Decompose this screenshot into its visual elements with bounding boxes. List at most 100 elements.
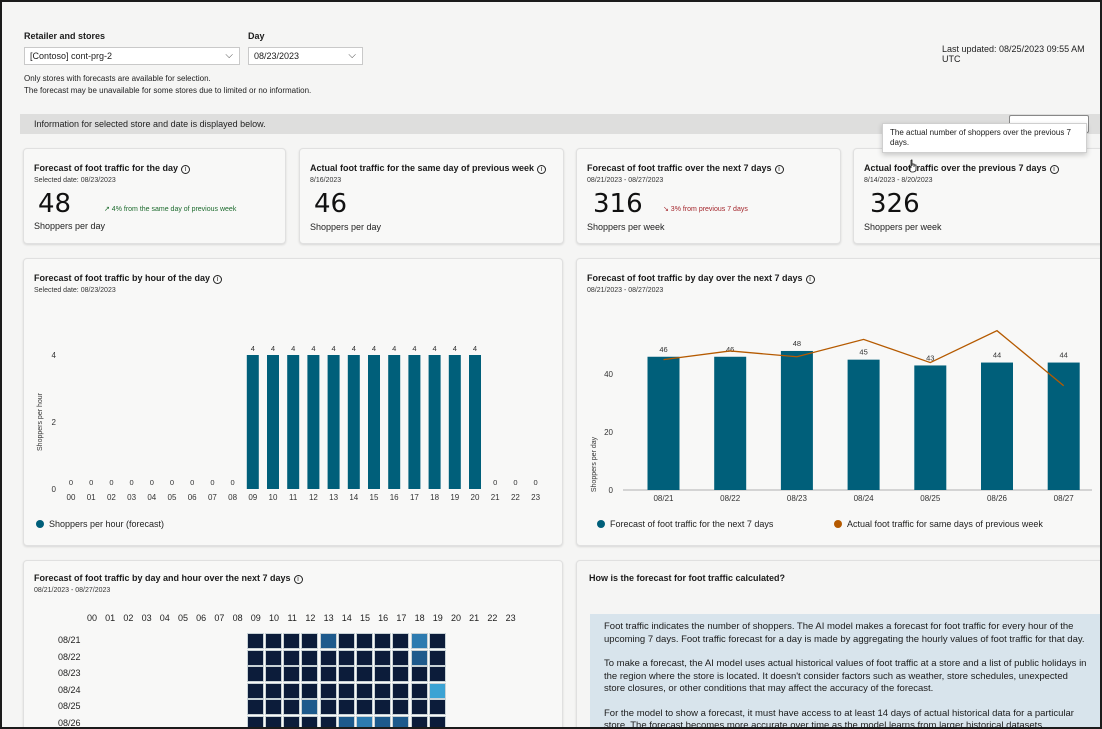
heatmap-cell[interactable] [319, 666, 337, 682]
heatmap-cell[interactable] [356, 699, 373, 715]
heatmap-cell[interactable] [319, 633, 337, 649]
y-tick-label: 0 [609, 486, 614, 495]
heatmap-cell[interactable] [319, 682, 337, 699]
heatmap-cell[interactable] [301, 715, 319, 727]
heatmap-cell[interactable] [356, 633, 373, 649]
heatmap-day-label: 08/25 [58, 701, 81, 711]
heatmap-cell[interactable] [283, 699, 301, 715]
heatmap-cell[interactable] [246, 682, 264, 699]
x-tick-label: 01 [87, 493, 96, 502]
bar [388, 355, 401, 489]
day-dropdown-value: 08/23/2023 [254, 51, 300, 61]
heatmap-cell[interactable] [356, 649, 373, 666]
heatmap-hour-label: 02 [123, 613, 134, 623]
heatmap-cell[interactable] [392, 666, 410, 682]
info-icon[interactable]: i [213, 275, 223, 284]
heatmap-cell[interactable] [265, 649, 282, 666]
store-availability-note: Only stores with forecasts are available… [24, 74, 211, 83]
heatmap-cell[interactable] [374, 633, 392, 649]
heatmap-cell[interactable] [428, 649, 446, 666]
heatmap-cell[interactable] [265, 666, 282, 682]
retailer-dropdown[interactable]: [Contoso] cont-prg-2 ⌵ [24, 47, 240, 65]
heatmap-cell[interactable] [428, 699, 446, 715]
heatmap-cell[interactable] [265, 633, 282, 649]
heatmap-cell[interactable] [410, 699, 428, 715]
heatmap-cell[interactable] [374, 666, 392, 682]
heatmap-hour-label: 06 [196, 613, 207, 623]
heatmap-cell[interactable] [246, 715, 264, 727]
heatmap-cell[interactable] [319, 699, 337, 715]
heatmap-cell[interactable] [374, 682, 392, 699]
heatmap-cell[interactable] [337, 633, 355, 649]
heatmap-cell[interactable] [410, 682, 428, 699]
heatmap-cell[interactable] [374, 715, 392, 727]
bar [1047, 362, 1080, 490]
heatmap-cell[interactable] [410, 715, 428, 727]
heatmap-cell[interactable] [301, 649, 319, 666]
heatmap-cell[interactable] [265, 699, 282, 715]
x-tick-label: 08/21 [653, 494, 674, 503]
info-icon[interactable]: i [293, 575, 303, 584]
heatmap-cell[interactable] [301, 633, 319, 649]
heatmap-cell[interactable] [301, 682, 319, 699]
heatmap-cell[interactable] [246, 699, 264, 715]
info-icon[interactable]: i [1049, 165, 1059, 174]
heatmap-cell[interactable] [337, 699, 355, 715]
kpi-title: Actual foot traffic for the same day of … [310, 163, 547, 174]
heatmap-cell[interactable] [428, 633, 446, 649]
heatmap-cell[interactable] [283, 666, 301, 682]
heatmap-cell[interactable] [356, 682, 373, 699]
heatmap-cell[interactable] [410, 649, 428, 666]
heatmap-cell[interactable] [246, 649, 264, 666]
heatmap-cell[interactable] [301, 699, 319, 715]
day-dropdown[interactable]: 08/23/2023 ⌵ [248, 47, 363, 65]
heatmap-cell[interactable] [265, 682, 282, 699]
heatmap-cell[interactable] [410, 666, 428, 682]
heatmap-cell[interactable] [428, 666, 446, 682]
data-label: 4 [271, 344, 275, 353]
heatmap-cell[interactable] [356, 666, 373, 682]
heatmap-cell[interactable] [392, 715, 410, 727]
data-label: 4 [473, 344, 477, 353]
heatmap-cell[interactable] [374, 699, 392, 715]
heatmap-cell[interactable] [337, 715, 355, 727]
bar [780, 350, 813, 490]
info-icon[interactable]: i [805, 275, 815, 284]
heatmap-cell[interactable] [392, 682, 410, 699]
bar [307, 355, 320, 489]
heatmap-cell[interactable] [301, 666, 319, 682]
heatmap-cell[interactable] [319, 649, 337, 666]
heatmap-cell[interactable] [392, 633, 410, 649]
heatmap-cell[interactable] [319, 715, 337, 727]
heatmap-cell[interactable] [283, 633, 301, 649]
x-tick-label: 00 [67, 493, 76, 502]
y-axis-label: Shoppers per hour [37, 392, 44, 451]
heatmap-cell[interactable] [356, 715, 373, 727]
heatmap-cell[interactable] [428, 715, 446, 727]
heatmap-cell[interactable] [337, 666, 355, 682]
heatmap-cell[interactable] [337, 649, 355, 666]
daily-combo-chart: 0 20 40 Shoppers per day 46 08/21 46 08/22 48 08/… [591, 329, 1092, 503]
heatmap-cell[interactable] [283, 682, 301, 699]
heatmap-cell[interactable] [410, 633, 428, 649]
heatmap-cell[interactable] [246, 633, 264, 649]
heatmap-cell[interactable] [392, 699, 410, 715]
x-tick-label: 08/23 [787, 494, 808, 503]
heatmap-cell[interactable] [392, 649, 410, 666]
heatmap-cell[interactable] [428, 682, 446, 699]
info-icon[interactable]: i [537, 165, 547, 174]
data-label: 4 [392, 344, 396, 353]
heatmap-hour-label: 04 [159, 613, 170, 623]
heatmap-cell[interactable] [265, 715, 282, 727]
kpi-card-forecast-day: Forecast of foot traffic for the day i Se… [23, 148, 286, 244]
kpi-change: ↘ 3% from previous 7 days [663, 206, 748, 213]
info-icon[interactable]: i [181, 165, 191, 174]
heatmap-cell[interactable] [246, 666, 264, 682]
heatmap-cell[interactable] [283, 715, 301, 727]
heatmap-cell[interactable] [374, 649, 392, 666]
heatmap-cell[interactable] [337, 682, 355, 699]
info-tooltip: The actual number of shoppers over the p… [882, 123, 1087, 153]
info-icon[interactable]: i [774, 165, 784, 174]
heatmap-cell[interactable] [283, 649, 301, 666]
explanation-box: Foot traffic indicates the number of sho… [590, 614, 1100, 727]
